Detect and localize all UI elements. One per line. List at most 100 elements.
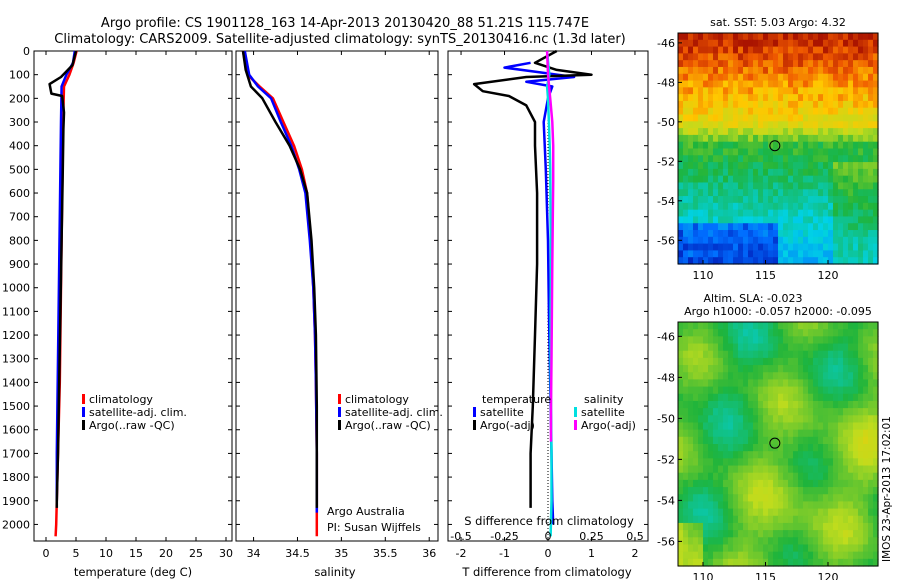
map-cell: [813, 558, 819, 567]
map-cell: [848, 168, 854, 177]
map-cell: [793, 189, 799, 197]
map-cell: [798, 479, 804, 488]
map-cell: [743, 162, 749, 170]
map-cell: [828, 386, 834, 395]
map-cell: [708, 148, 714, 156]
map-cell: [813, 393, 819, 402]
map-cell: [813, 508, 819, 517]
map-cell: [843, 39, 849, 48]
map-cell: [693, 223, 699, 231]
map-cell: [763, 472, 769, 481]
map-cell: [678, 162, 684, 170]
map-cell: [853, 322, 859, 330]
map-cell: [718, 189, 724, 197]
map-cell: [868, 357, 874, 366]
map-cell: [773, 230, 779, 238]
map-cell: [808, 134, 814, 143]
map-cell: [723, 329, 729, 337]
map-cell: [748, 196, 754, 204]
map-cell: [688, 202, 694, 211]
map-cell: [833, 408, 839, 416]
map-cell: [693, 257, 699, 265]
map-cell: [783, 350, 789, 359]
map-cell: [753, 350, 759, 359]
map-cell: [843, 558, 849, 567]
map-cell: [693, 87, 699, 95]
map-cell: [798, 537, 804, 546]
map-cell: [683, 46, 689, 54]
map-cell: [858, 322, 864, 330]
map-cell: [858, 530, 864, 538]
map-cell: [828, 551, 834, 560]
map-cell: [788, 53, 794, 61]
map-cell: [828, 322, 834, 330]
map-cell: [808, 162, 814, 170]
map-cell: [743, 250, 749, 258]
map-cell: [743, 87, 749, 95]
map-cell: [818, 66, 824, 75]
y-tick-label: 2000: [2, 518, 30, 531]
map-cell: [718, 196, 724, 204]
map-cell: [838, 451, 844, 459]
map-cell: [863, 472, 869, 481]
map-cell: [718, 53, 724, 61]
map-cell: [863, 223, 869, 231]
map-cell: [853, 494, 859, 503]
map-cell: [798, 501, 804, 510]
map-cell: [843, 100, 849, 109]
map-cell: [813, 46, 819, 54]
map-cell: [778, 393, 784, 402]
map-cell: [773, 386, 779, 395]
map-cell: [768, 415, 774, 424]
map-cell: [713, 39, 719, 48]
temp-legend-swatch: [82, 394, 85, 404]
map-cell: [678, 223, 684, 231]
map-cell: [868, 436, 874, 445]
map-cell: [678, 501, 684, 510]
map-cell: [868, 182, 874, 190]
map-cell: [793, 134, 799, 143]
map-cell: [788, 257, 794, 265]
map-cell: [738, 465, 744, 474]
map-cell: [773, 236, 779, 245]
map-cell: [848, 121, 854, 129]
map-cell: [843, 94, 849, 102]
map-cell: [868, 250, 874, 258]
map-cell: [703, 494, 709, 503]
map-cell: [793, 46, 799, 54]
map-cell: [858, 422, 864, 431]
map-cell: [728, 189, 734, 197]
map-cell: [703, 451, 709, 459]
map-cell: [793, 415, 799, 424]
sal-legend-swatch: [338, 394, 341, 404]
map-cell: [773, 168, 779, 177]
map-cell: [813, 350, 819, 359]
map-cell: [748, 336, 754, 345]
map-cell: [713, 236, 719, 245]
map-cell: [748, 372, 754, 381]
map-cell: [748, 250, 754, 258]
map-cell: [808, 444, 814, 452]
map-cell: [818, 400, 824, 409]
map-cell: [813, 408, 819, 416]
map-cell: [743, 422, 749, 431]
map-cell: [728, 329, 734, 337]
map-cell: [858, 522, 864, 531]
map-cell: [768, 551, 774, 560]
map-cell: [863, 243, 869, 252]
map-cell: [838, 155, 844, 163]
map-cell: [688, 66, 694, 75]
map-cell: [833, 53, 839, 61]
map-cell: [693, 141, 699, 150]
map-cell: [758, 472, 764, 481]
map-cell: [858, 148, 864, 156]
map-cell: [748, 386, 754, 395]
map-cell: [743, 501, 749, 510]
map-cell: [743, 444, 749, 452]
map-cell: [833, 487, 839, 495]
map-cell: [778, 196, 784, 204]
map-cell: [833, 537, 839, 546]
map-cell: [858, 257, 864, 265]
sdiff-legend-swatch: [574, 407, 577, 417]
map-cell: [693, 465, 699, 474]
